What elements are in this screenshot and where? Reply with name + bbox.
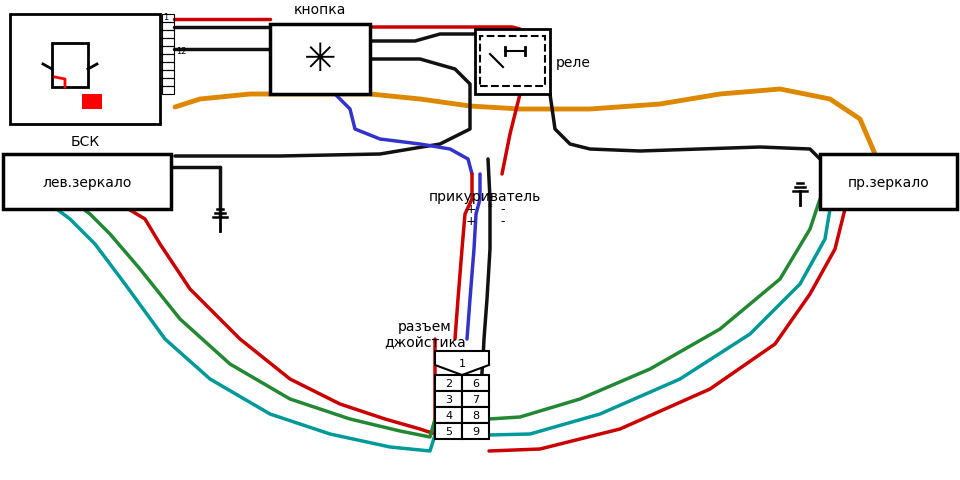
Text: 5: 5 (445, 426, 452, 436)
Bar (162, 47, 174, 55)
Bar (162, 71, 174, 79)
Bar (162, 63, 174, 71)
Bar (162, 39, 174, 47)
Bar (462, 375, 489, 391)
Bar (162, 23, 174, 31)
Text: лев.зеркало: лев.зеркало (42, 175, 132, 189)
Text: джойстика: джойстика (384, 334, 466, 348)
Bar (162, 31, 174, 39)
Text: реле: реле (556, 55, 590, 69)
Text: *: * (488, 203, 492, 213)
Text: 4: 4 (444, 410, 452, 420)
Bar (162, 55, 174, 63)
Bar (162, 87, 174, 95)
Text: 7: 7 (472, 394, 479, 404)
Bar (462, 407, 489, 423)
Bar (435, 391, 462, 407)
Text: +: + (466, 215, 476, 228)
Text: прикуриватель: прикуриватель (429, 190, 541, 204)
Text: -: - (501, 215, 505, 228)
Text: 3: 3 (445, 394, 452, 404)
Bar (475, 30, 550, 95)
Bar (480, 37, 545, 87)
Text: 6: 6 (472, 378, 479, 388)
Text: кнопка: кнопка (294, 3, 347, 17)
Bar (52, 44, 88, 88)
Text: пр.зеркало: пр.зеркало (848, 175, 929, 189)
Text: разъем: разъем (398, 319, 452, 333)
Polygon shape (435, 351, 489, 375)
Bar (820, 155, 957, 210)
Bar (435, 423, 462, 439)
Text: 12: 12 (176, 47, 186, 55)
Text: +: + (466, 203, 476, 216)
Bar (270, 25, 370, 95)
Text: 8: 8 (472, 410, 479, 420)
Text: ✳: ✳ (303, 41, 336, 79)
Bar (462, 423, 489, 439)
Bar (162, 15, 174, 23)
Bar (462, 391, 489, 407)
Text: БСК: БСК (70, 135, 100, 149)
Text: -: - (501, 203, 505, 216)
Bar (3, 155, 171, 210)
Text: 1: 1 (163, 13, 168, 22)
Bar (435, 407, 462, 423)
Bar (10, 15, 160, 125)
Bar (435, 375, 462, 391)
Text: 9: 9 (472, 426, 479, 436)
Text: 1: 1 (459, 358, 466, 368)
Text: 2: 2 (444, 378, 452, 388)
Bar (162, 79, 174, 87)
Bar (82, 95, 102, 110)
